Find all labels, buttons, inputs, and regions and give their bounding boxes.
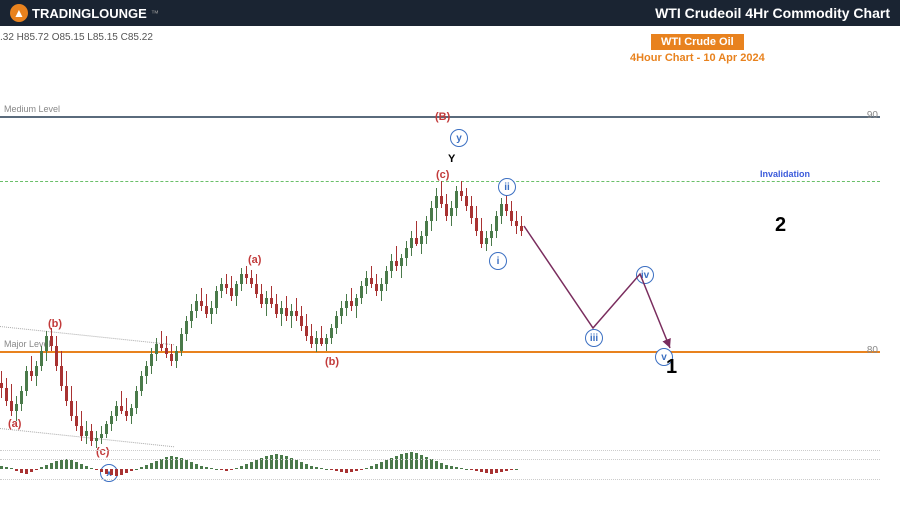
wave-degree-label: 2 [775, 214, 786, 237]
wave-circle-label: ii [498, 178, 516, 196]
wave-circle-label: iv [636, 266, 654, 284]
wave-label: (b) [48, 318, 62, 330]
y-axis-tick: 80 [867, 345, 878, 356]
chart-area: .32 H85.72 O85.15 L85.15 C85.22 WTI Crud… [0, 26, 900, 486]
wave-label: Y [448, 153, 455, 165]
logo: ▲ TRADINGLOUNGE ™ [10, 4, 159, 22]
wave-degree-label: 1 [666, 356, 677, 379]
wave-circle-label: iii [585, 329, 603, 347]
wave-circle-label: i [489, 252, 507, 270]
chart-title: WTI Crudeoil 4Hr Commodity Chart [655, 5, 890, 21]
medium-level-label: Medium Level [4, 104, 60, 114]
logo-icon: ▲ [10, 4, 28, 22]
wave-label: (a) [248, 254, 261, 266]
wave-label: (a) [8, 418, 21, 430]
wave-circle-label: y [450, 129, 468, 147]
projection-path [0, 26, 900, 486]
logo-glyph: ▲ [13, 6, 25, 20]
major-level-line [0, 351, 880, 353]
logo-text: TRADINGLOUNGE [32, 6, 147, 21]
instrument-badge: WTI Crude Oil [651, 34, 744, 50]
wave-label: (b) [325, 356, 339, 368]
subtitle-box: WTI Crude Oil 4Hour Chart - 10 Apr 2024 [630, 32, 765, 64]
chart-date-label: 4Hour Chart - 10 Apr 2024 [630, 52, 765, 64]
chart-header: ▲ TRADINGLOUNGE ™ WTI Crudeoil 4Hr Commo… [0, 0, 900, 26]
wave-label: (B) [435, 111, 450, 123]
ohlc-readout: .32 H85.72 O85.15 L85.15 C85.22 [0, 32, 153, 43]
wave-label: (c) [436, 169, 449, 181]
y-axis-tick: 90 [867, 110, 878, 121]
invalidation-line [0, 181, 880, 182]
logo-tm: ™ [151, 9, 159, 18]
invalidation-label: Invalidation [760, 169, 810, 179]
oscillator-series [0, 451, 880, 487]
oscillator-panel [0, 450, 880, 486]
major-level-label: Major Level [4, 339, 51, 349]
